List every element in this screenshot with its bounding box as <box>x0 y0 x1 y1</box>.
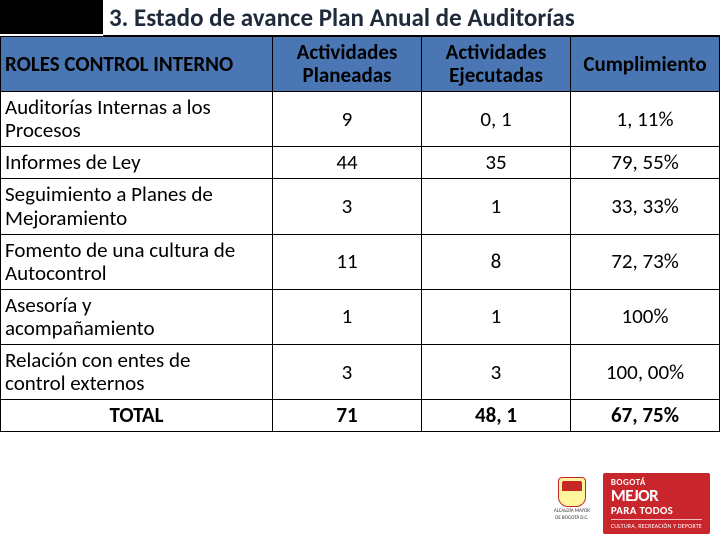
cell-role-l2: Autocontrol <box>5 260 107 286</box>
cell-compliance: 79, 55% <box>571 147 720 179</box>
page-title: 3. Estado de avance Plan Anual de Audito… <box>103 0 720 36</box>
header-roles: ROLES CONTROL INTERNO <box>1 37 273 92</box>
cell-role: Asesoría y acompañamiento <box>1 289 273 344</box>
cell-executed: 35 <box>422 147 571 179</box>
cell-planned: 44 <box>273 147 422 179</box>
table-row: Fomento de una cultura de Autocontrol 11… <box>1 234 720 289</box>
shield-icon <box>558 477 586 507</box>
header-planned: Actividades Planeadas <box>273 37 422 92</box>
table-row: Relación con entes de control externos 3… <box>1 345 720 400</box>
cell-role: Relación con entes de control externos <box>1 345 273 400</box>
cell-compliance: 100, 00% <box>571 345 720 400</box>
cell-total-planned: 71 <box>273 400 422 432</box>
cell-executed: 3 <box>422 345 571 400</box>
logo-main-text: MEJOR <box>611 488 658 504</box>
table-total-row: TOTAL 71 48, 1 67, 75% <box>1 400 720 432</box>
cell-total-executed: 48, 1 <box>422 400 571 432</box>
table-row: Seguimiento a Planes de Mejoramiento 3 1… <box>1 179 720 234</box>
title-bar: 3. Estado de avance Plan Anual de Audito… <box>0 0 720 36</box>
cell-planned: 11 <box>273 234 422 289</box>
header-executed: Actividades Ejecutadas <box>422 37 571 92</box>
cell-compliance: 72, 73% <box>571 234 720 289</box>
title-accent-block <box>0 0 103 34</box>
cell-role-l1: Relación con entes de <box>5 347 190 373</box>
seal-text-l1: ALCALDÍA MAYOR <box>554 509 590 514</box>
seal-text-l2: DE BOGOTÁ D.C. <box>555 516 588 521</box>
cell-role-l2: Mejoramiento <box>5 205 127 231</box>
cell-total-label: TOTAL <box>1 400 273 432</box>
cell-role-l1: Fomento de una cultura de <box>5 237 235 263</box>
cell-executed: 0, 1 <box>422 92 571 147</box>
table-row: Asesoría y acompañamiento 1 1 100% <box>1 289 720 344</box>
cell-compliance: 100% <box>571 289 720 344</box>
cell-role-l2: control externos <box>5 370 144 396</box>
cell-planned: 3 <box>273 345 422 400</box>
cell-role-l2: acompañamiento <box>5 315 155 341</box>
cell-role: Seguimiento a Planes de Mejoramiento <box>1 179 273 234</box>
header-planned-l2: Planeadas <box>303 62 392 88</box>
logo-sub-text: PARA TODOS <box>611 504 673 517</box>
audit-progress-table: ROLES CONTROL INTERNO Actividades Planea… <box>0 36 720 432</box>
cell-executed: 1 <box>422 289 571 344</box>
cell-role: Informes de Ley <box>1 147 273 179</box>
cell-planned: 9 <box>273 92 422 147</box>
header-compliance: Cumplimiento <box>571 37 720 92</box>
cell-role-l2: Procesos <box>5 117 81 143</box>
city-seal: ALCALDÍA MAYOR DE BOGOTÁ D.C. <box>551 477 593 529</box>
cell-executed: 1 <box>422 179 571 234</box>
header-executed-l1: Actividades <box>446 39 547 65</box>
cell-executed: 8 <box>422 234 571 289</box>
cell-role-l1: Auditorías Internas a los <box>5 94 211 120</box>
cell-compliance: 1, 11% <box>571 92 720 147</box>
footer: ALCALDÍA MAYOR DE BOGOTÁ D.C. BOGOTÁ MEJ… <box>551 473 710 534</box>
cell-total-compliance: 67, 75% <box>571 400 720 432</box>
header-planned-l1: Actividades <box>297 39 398 65</box>
cell-role: Auditorías Internas a los Procesos <box>1 92 273 147</box>
cell-compliance: 33, 33% <box>571 179 720 234</box>
bogota-logo: BOGOTÁ MEJOR PARA TODOS CULTURA, RECREAC… <box>603 473 710 534</box>
logo-divider <box>611 519 702 520</box>
cell-planned: 1 <box>273 289 422 344</box>
cell-planned: 3 <box>273 179 422 234</box>
header-executed-l2: Ejecutadas <box>449 62 543 88</box>
logo-dept-text: CULTURA, RECREACIÓN Y DEPORTE <box>611 522 702 530</box>
cell-role-l1: Asesoría y <box>5 292 92 318</box>
table-header-row: ROLES CONTROL INTERNO Actividades Planea… <box>1 37 720 92</box>
cell-role: Fomento de una cultura de Autocontrol <box>1 234 273 289</box>
table-row: Informes de Ley 44 35 79, 55% <box>1 147 720 179</box>
table-body: Auditorías Internas a los Procesos 9 0, … <box>1 92 720 432</box>
cell-role-l1: Seguimiento a Planes de <box>5 181 213 207</box>
table-row: Auditorías Internas a los Procesos 9 0, … <box>1 92 720 147</box>
